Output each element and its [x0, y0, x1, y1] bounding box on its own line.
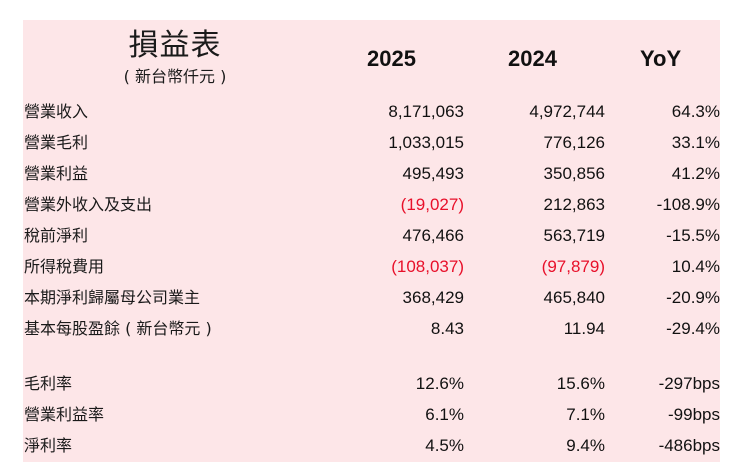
table-row-gross-profit: 營業毛利 1,033,015 776,126 33.1% — [24, 131, 720, 155]
value-2025: 1,033,015 — [388, 133, 464, 152]
value-yoy: 41.2% — [671, 164, 720, 183]
table-row-income-tax: 所得稅費用 (108,037) (97,879) 10.4% — [24, 255, 720, 279]
value-yoy: -15.5% — [666, 226, 720, 245]
value-2025: 8,171,063 — [388, 102, 464, 121]
value-2024: 15.6% — [556, 374, 605, 393]
value-2024: 11.94 — [563, 319, 605, 338]
table-row-eps: 基本每股盈餘 ( 新台幣元 ) 8.43 11.94 -29.4% — [24, 317, 720, 341]
row-label: 所得稅費用 — [24, 257, 105, 276]
row-label: 本期淨利歸屬母公司業主 — [24, 288, 201, 307]
value-yoy: -20.9% — [666, 288, 720, 307]
table-row-net-income-parent: 本期淨利歸屬母公司業主 368,429 465,840 -20.9% — [24, 286, 720, 310]
value-2024: 7.1% — [566, 405, 605, 424]
table-row-operating-income: 營業利益 495,493 350,856 41.2% — [24, 162, 720, 186]
value-yoy: -486bps — [658, 436, 720, 455]
value-2024: (97,879) — [541, 257, 605, 276]
table-row-revenue: 營業收入 8,171,063 4,972,744 64.3% — [24, 100, 720, 124]
table-row-operating-margin: 營業利益率 6.1% 7.1% -99bps — [24, 403, 720, 427]
value-2024: 465,840 — [543, 288, 605, 307]
value-yoy: 10.4% — [671, 257, 720, 276]
value-yoy: -297bps — [658, 374, 720, 393]
value-yoy: -99bps — [668, 405, 720, 424]
value-2025: 476,466 — [402, 226, 464, 245]
value-2024: 212,863 — [543, 195, 605, 214]
value-2025: 8.43 — [430, 319, 464, 338]
value-2024: 4,972,744 — [529, 102, 605, 121]
income-statement-panel — [23, 20, 720, 462]
value-2025: (108,037) — [391, 257, 464, 276]
value-yoy: -108.9% — [656, 195, 720, 214]
table-row-net-margin: 淨利率 4.5% 9.4% -486bps — [24, 434, 720, 458]
table-row-gross-margin: 毛利率 12.6% 15.6% -297bps — [24, 372, 720, 396]
value-2024: 776,126 — [543, 133, 605, 152]
row-label: 營業利益率 — [24, 405, 105, 424]
value-yoy: 33.1% — [671, 133, 720, 152]
row-label: 營業外收入及支出 — [24, 195, 153, 214]
value-2024: 563,719 — [543, 226, 605, 245]
row-label: 淨利率 — [24, 436, 73, 455]
value-2025: 6.1% — [425, 405, 464, 424]
row-label: 基本每股盈餘 ( 新台幣元 ) — [24, 319, 212, 338]
value-2025: 495,493 — [402, 164, 464, 183]
page-title: 損益表 — [128, 28, 222, 63]
value-2025: (19,027) — [400, 195, 464, 214]
row-label: 營業毛利 — [24, 133, 89, 152]
row-label: 毛利率 — [24, 374, 73, 393]
row-label: 稅前淨利 — [24, 226, 89, 245]
row-label: 營業收入 — [24, 102, 89, 121]
unit-subtitle: ( 新台幣仟元 ) — [123, 67, 227, 86]
value-2024: 350,856 — [543, 164, 605, 183]
table-row-pretax-income: 稅前淨利 476,466 563,719 -15.5% — [24, 224, 720, 248]
value-2024: 9.4% — [566, 436, 605, 455]
row-label: 營業利益 — [24, 164, 89, 183]
column-header-2025: 2025 — [367, 46, 416, 71]
column-header-yoy: YoY — [640, 46, 682, 71]
column-header-2024: 2024 — [508, 46, 557, 71]
value-yoy: -29.4% — [666, 319, 720, 338]
value-2025: 368,429 — [402, 288, 464, 307]
value-yoy: 64.3% — [671, 102, 720, 121]
value-2025: 12.6% — [415, 374, 464, 393]
value-2025: 4.5% — [425, 436, 464, 455]
table-row-non-operating: 營業外收入及支出 (19,027) 212,863 -108.9% — [24, 193, 720, 217]
